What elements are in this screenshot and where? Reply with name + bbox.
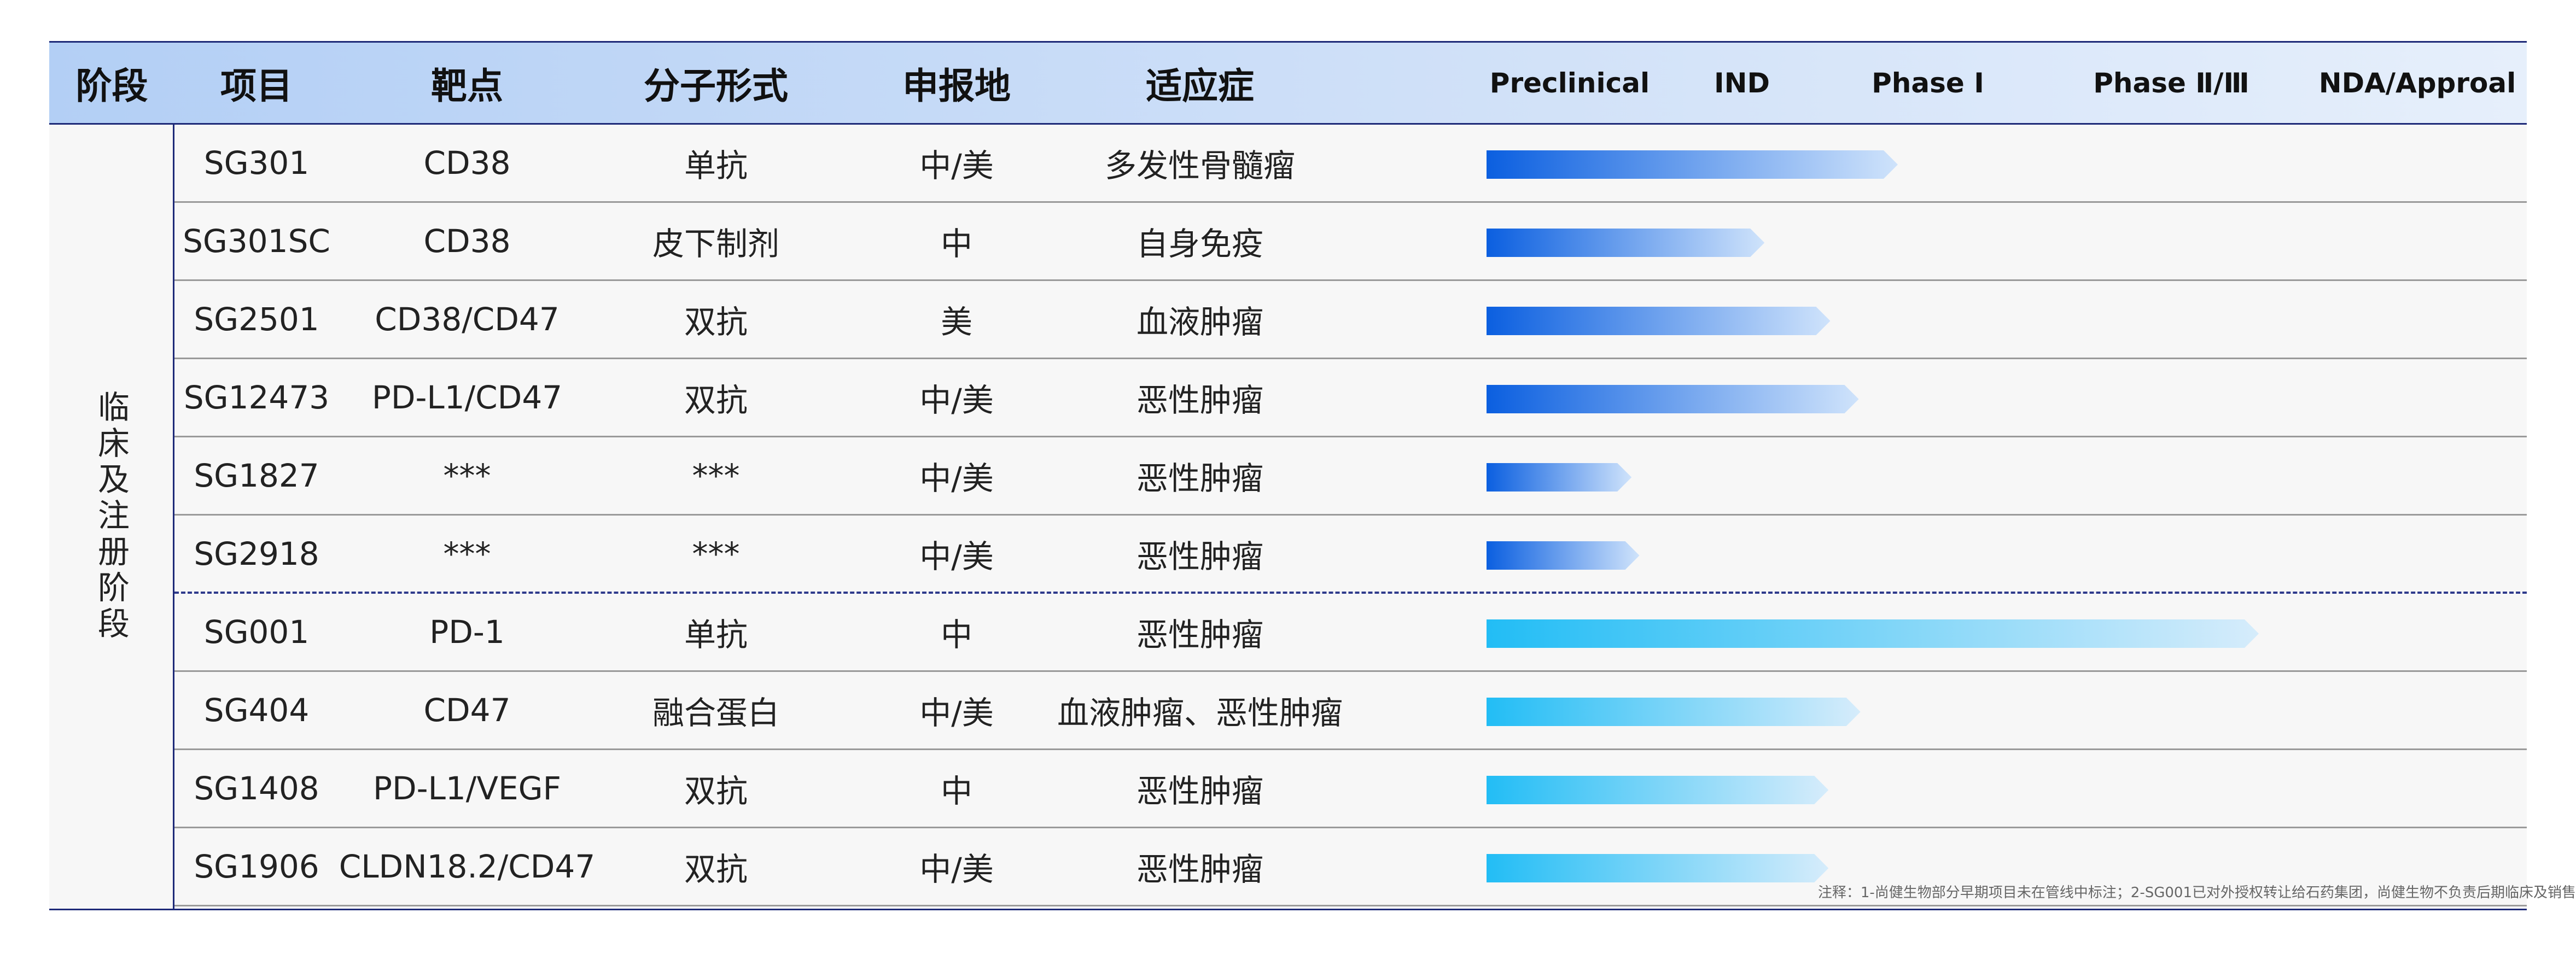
cell-project: SG301SC <box>183 223 330 260</box>
pipeline-table: 阶段 项目 靶点 分子形式 申报地 适应症 Preclinical IND Ph… <box>49 41 2527 916</box>
table-row: SG2501 CD38/CD47 双抗 美 血液肿瘤 <box>174 281 2527 359</box>
cell-modality: 单抗 <box>684 147 748 184</box>
table-row: SG001 PD-1 单抗 中 恶性肿瘤 <box>174 594 2527 672</box>
cell-target: PD-L1/CD47 <box>371 379 563 416</box>
cell-region: 中/美 <box>919 382 994 419</box>
cell-modality: 双抗 <box>684 851 748 888</box>
cell-indication: 恶性肿瘤 <box>1136 382 1263 419</box>
cell-region: 中 <box>940 773 972 810</box>
cell-indication: 恶性肿瘤 <box>1136 538 1263 575</box>
cell-modality: *** <box>692 535 740 572</box>
cell-modality: 皮下制剂 <box>652 225 779 262</box>
header-stage: 阶段 <box>75 65 148 107</box>
cell-modality: 融合蛋白 <box>652 694 779 732</box>
progress-bar-shape <box>1487 854 1829 882</box>
progress-bar-shape <box>1487 619 2259 648</box>
cell-indication: 恶性肿瘤 <box>1136 851 1263 888</box>
cell-region: 中/美 <box>919 694 994 732</box>
cell-target: CD38 <box>423 144 511 182</box>
progress-bar-shape <box>1487 776 1829 804</box>
cell-target: PD-L1/VEGF <box>373 770 561 807</box>
cell-target: CLDN18.2/CD47 <box>339 848 596 885</box>
cell-target: *** <box>443 457 491 494</box>
header-modality: 分子形式 <box>644 65 788 107</box>
progress-bar-shape <box>1487 307 1831 335</box>
progress-bar <box>1487 854 1829 882</box>
cell-indication: 恶性肿瘤 <box>1136 773 1263 810</box>
progress-bar-shape <box>1487 541 1640 570</box>
progress-bar-shape <box>1487 229 1765 257</box>
footnote: 注释：1-尚健生物部分早期项目未在管线中标注；2-SG001已对外授权转让给石药… <box>1817 885 2576 901</box>
progress-bar-shape <box>1487 150 1898 179</box>
cell-indication: 血液肿瘤、恶性肿瘤 <box>1057 694 1343 732</box>
cell-region: 中/美 <box>919 538 994 575</box>
progress-bar <box>1487 150 1898 179</box>
cell-indication: 自身免疫 <box>1136 225 1263 262</box>
progress-bar <box>1487 229 1765 257</box>
progress-bar <box>1487 619 2259 648</box>
cell-project: SG001 <box>203 613 310 651</box>
progress-bar <box>1487 385 1859 413</box>
table-row: SG1827 *** *** 中/美 恶性肿瘤 <box>174 437 2527 516</box>
stage-column: 临床及注册阶段 <box>49 125 174 909</box>
table-body: 临床及注册阶段 SG301 CD38 单抗 中/美 多发性骨髓瘤 SG301SC CD38 皮… <box>49 125 2527 909</box>
cell-modality: 双抗 <box>684 303 748 341</box>
cell-target: CD47 <box>423 692 511 729</box>
cell-project: SG1906 <box>194 848 319 885</box>
table-bottom-border <box>49 909 2527 910</box>
table-row: SG1408 PD-L1/VEGF 双抗 中 恶性肿瘤 <box>174 750 2527 828</box>
cell-target: PD-1 <box>429 613 505 651</box>
table-row: SG404 CD47 融合蛋白 中/美 血液肿瘤、恶性肿瘤 <box>174 672 2527 750</box>
progress-bar <box>1487 307 1831 335</box>
header-phase-2-3: Phase Ⅱ/Ⅲ <box>2093 67 2249 99</box>
cell-modality: 双抗 <box>684 773 748 810</box>
header-phase-1: Phase I <box>1872 67 1984 99</box>
header-indication: 适应症 <box>1146 65 1254 107</box>
cell-project: SG301 <box>203 144 310 182</box>
cell-region: 中 <box>940 616 972 653</box>
table-header: 阶段 项目 靶点 分子形式 申报地 适应症 Preclinical IND Ph… <box>49 41 2527 125</box>
cell-modality: 单抗 <box>684 616 748 653</box>
cell-project: SG404 <box>203 692 310 729</box>
progress-bar-shape <box>1487 463 1632 492</box>
cell-modality: *** <box>692 457 740 494</box>
cell-target: CD38/CD47 <box>375 301 560 338</box>
cell-project: SG1408 <box>194 770 319 807</box>
table-row: SG301 CD38 单抗 中/美 多发性骨髓瘤 <box>174 125 2527 203</box>
table-row: SG301SC CD38 皮下制剂 中 自身免疫 <box>174 203 2527 281</box>
cell-project: SG1827 <box>194 457 319 494</box>
cell-region: 中/美 <box>919 460 994 497</box>
cell-region: 中/美 <box>919 851 994 888</box>
cell-target: CD38 <box>423 223 511 260</box>
progress-bar-shape <box>1487 698 1861 726</box>
table-row: SG2918 *** *** 中/美 恶性肿瘤 <box>174 516 2527 594</box>
progress-bar <box>1487 776 1829 804</box>
header-region: 申报地 <box>902 65 1011 107</box>
cell-project: SG2918 <box>194 535 319 572</box>
cell-project: SG12473 <box>183 379 330 416</box>
cell-modality: 双抗 <box>684 382 748 419</box>
header-project: 项目 <box>220 65 293 107</box>
cell-region: 中 <box>940 225 972 262</box>
cell-indication: 血液肿瘤 <box>1136 303 1263 341</box>
header-phase-ind: IND <box>1714 67 1770 99</box>
header-phase-preclinical: Preclinical <box>1489 67 1650 99</box>
cell-region: 美 <box>940 303 972 341</box>
stage-label: 临床及注册阶段 <box>92 390 130 643</box>
header-phase-nda: NDA/Approal <box>2318 67 2516 99</box>
header-target: 靶点 <box>431 65 503 107</box>
table-row: SG12473 PD-L1/CD47 双抗 中/美 恶性肿瘤 <box>174 359 2527 437</box>
cell-project: SG2501 <box>194 301 319 338</box>
cell-indication: 恶性肿瘤 <box>1136 616 1263 653</box>
progress-bar-shape <box>1487 385 1859 413</box>
cell-indication: 恶性肿瘤 <box>1136 460 1263 497</box>
progress-bar <box>1487 463 1632 492</box>
progress-bar <box>1487 541 1640 570</box>
cell-indication: 多发性骨髓瘤 <box>1104 147 1295 184</box>
table-row: SG1906 CLDN18.2/CD47 双抗 中/美 恶性肿瘤 <box>174 828 2527 906</box>
cell-target: *** <box>443 535 491 572</box>
progress-bar <box>1487 698 1861 726</box>
cell-region: 中/美 <box>919 147 994 184</box>
